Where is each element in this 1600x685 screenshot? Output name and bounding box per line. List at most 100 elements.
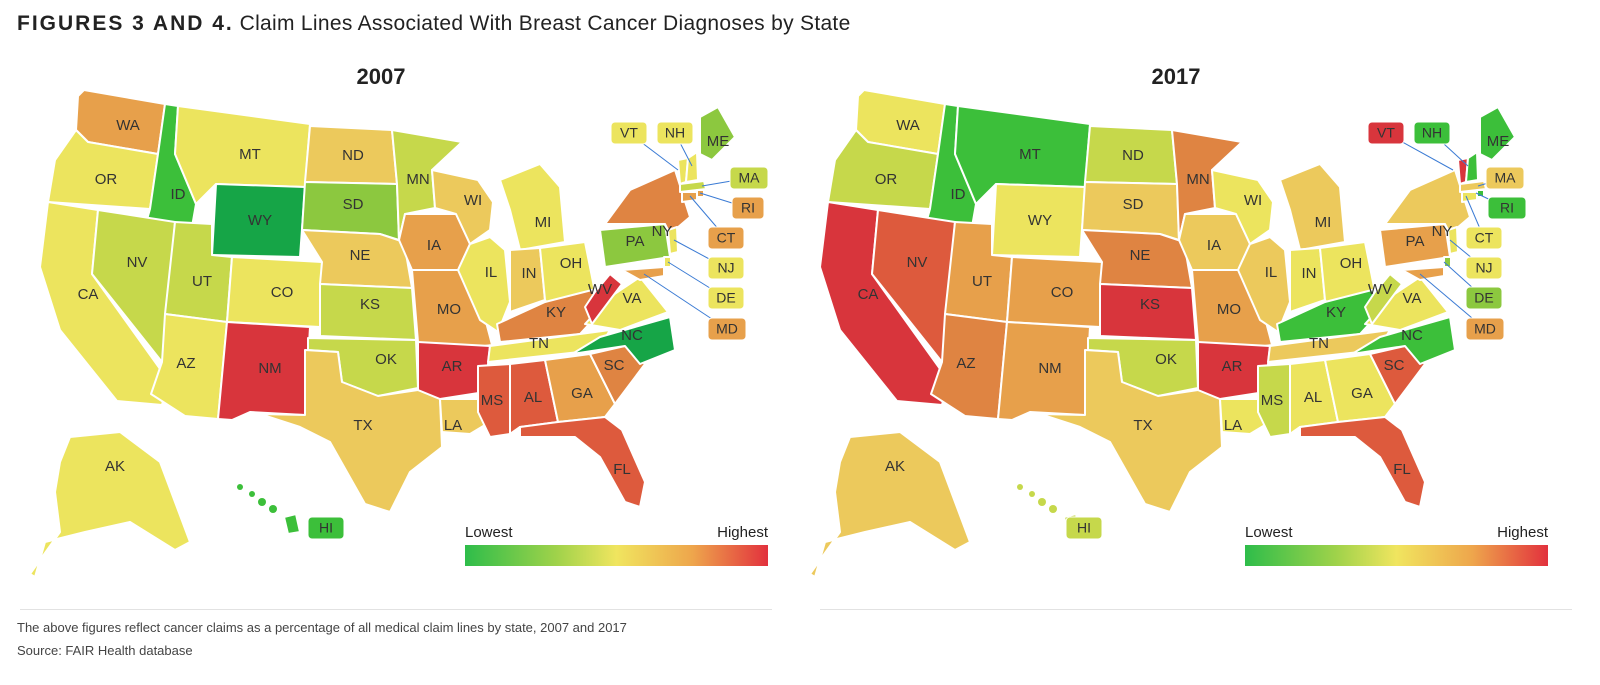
state-label-ok: OK — [1155, 351, 1177, 368]
state-label-ut: UT — [192, 273, 212, 290]
state-hi — [283, 513, 301, 535]
callout-box-hi — [307, 516, 345, 540]
state-de — [663, 256, 672, 268]
state-ak — [809, 431, 971, 578]
state-label-in: IN — [522, 265, 537, 282]
state-label-ms: MS — [1261, 392, 1284, 409]
state-label-ms: MS — [481, 392, 504, 409]
callout-box-ma — [729, 166, 769, 190]
state-label-ia: IA — [1207, 237, 1221, 254]
map-year-title: 2017 — [1151, 64, 1201, 89]
callout-box-vt — [1367, 121, 1405, 145]
state-nm — [217, 321, 311, 421]
state-nc — [571, 316, 676, 365]
state-label-mn: MN — [406, 171, 429, 188]
callout-box-md — [1465, 317, 1505, 341]
state-mn — [1171, 129, 1243, 241]
state-label-az: AZ — [176, 355, 195, 372]
callout-label-nj: NJ — [1475, 260, 1492, 276]
callout-box-nh — [656, 121, 694, 145]
callout-label-ri: RI — [741, 200, 755, 216]
callout-box-ct — [1465, 226, 1503, 250]
state-label-va: VA — [1403, 290, 1422, 307]
state-wy — [991, 183, 1086, 258]
callout-label-nh: NH — [1422, 125, 1442, 141]
state-label-nc: NC — [621, 327, 643, 344]
figure-title: FIGURES 3 AND 4. Claim Lines Associated … — [17, 12, 851, 36]
state-tx — [259, 349, 443, 513]
legend-gradient-bar — [465, 545, 768, 566]
state-wy — [211, 183, 306, 258]
callout-label-vt: VT — [620, 125, 638, 141]
state-label-fl: FL — [1393, 461, 1411, 478]
state-label-tx: TX — [353, 417, 372, 434]
state-label-oh: OH — [1340, 255, 1363, 272]
state-label-ks: KS — [1140, 296, 1160, 313]
state-label-la: LA — [1224, 417, 1242, 434]
state-label-mi: MI — [535, 214, 552, 231]
state-label-ar: AR — [442, 358, 463, 375]
state-nc — [1351, 316, 1456, 365]
callout-box-ri — [731, 196, 765, 220]
callout-label-hi: HI — [1077, 520, 1091, 536]
legend-high-label: Highest — [717, 524, 768, 541]
state-label-ut: UT — [972, 273, 992, 290]
hawaii-island — [249, 491, 255, 497]
state-mi — [1279, 163, 1346, 251]
state-label-al: AL — [1304, 389, 1322, 406]
state-ny — [1384, 169, 1471, 235]
state-label-ar: AR — [1222, 358, 1243, 375]
state-ct — [681, 191, 698, 203]
callout-box-de — [1465, 286, 1503, 310]
state-label-wy: WY — [248, 212, 272, 229]
state-label-co: CO — [1051, 284, 1074, 301]
callout-label-de: DE — [1474, 290, 1493, 306]
state-label-la: LA — [444, 417, 462, 434]
state-il — [457, 236, 511, 333]
callout-box-vt — [610, 121, 648, 145]
state-label-tx: TX — [1133, 417, 1152, 434]
panel-divider — [820, 609, 1572, 610]
state-label-fl: FL — [613, 461, 631, 478]
state-label-co: CO — [271, 284, 294, 301]
callout-box-hi — [1065, 516, 1103, 540]
state-label-wv: WV — [588, 281, 612, 298]
callout-label-hi: HI — [319, 520, 333, 536]
state-label-wa: WA — [896, 117, 920, 134]
state-label-sc: SC — [604, 357, 625, 374]
state-tx — [1039, 349, 1223, 513]
hawaii-island — [1049, 505, 1057, 513]
state-label-il: IL — [485, 264, 498, 281]
panel-divider — [20, 609, 772, 610]
state-label-al: AL — [524, 389, 542, 406]
state-label-sc: SC — [1384, 357, 1405, 374]
state-ar — [1197, 341, 1271, 400]
callout-box-nh — [1413, 121, 1451, 145]
callout-box-md — [707, 317, 747, 341]
state-label-or: OR — [95, 171, 118, 188]
state-label-tn: TN — [529, 335, 549, 352]
state-label-sd: SD — [343, 196, 364, 213]
state-label-mo: MO — [437, 301, 461, 318]
hawaii-island — [237, 484, 243, 490]
callout-box-nj — [707, 256, 745, 280]
state-label-ok: OK — [375, 351, 397, 368]
state-ct — [1461, 191, 1478, 203]
state-label-pa: PA — [626, 233, 645, 250]
state-mi — [499, 163, 566, 251]
state-label-wa: WA — [116, 117, 140, 134]
state-label-me: ME — [1487, 133, 1510, 150]
state-label-id: ID — [951, 186, 966, 203]
state-label-ak: AK — [885, 458, 905, 475]
footnote: The above figures reflect cancer claims … — [17, 620, 627, 635]
state-nh — [1465, 151, 1479, 183]
state-label-nv: NV — [127, 254, 148, 271]
state-label-ne: NE — [1130, 247, 1151, 264]
state-md — [1401, 266, 1445, 281]
state-label-ca: CA — [78, 286, 99, 303]
us-map-2017: WA OR CA ID NV MT WY UT AZ CO NM ND SD NE KS OK TX MN IA MO… — [809, 89, 1527, 578]
state-label-ky: KY — [546, 304, 566, 321]
state-label-ak: AK — [105, 458, 125, 475]
callout-label-nh: NH — [665, 125, 685, 141]
callout-label-nj: NJ — [717, 260, 734, 276]
